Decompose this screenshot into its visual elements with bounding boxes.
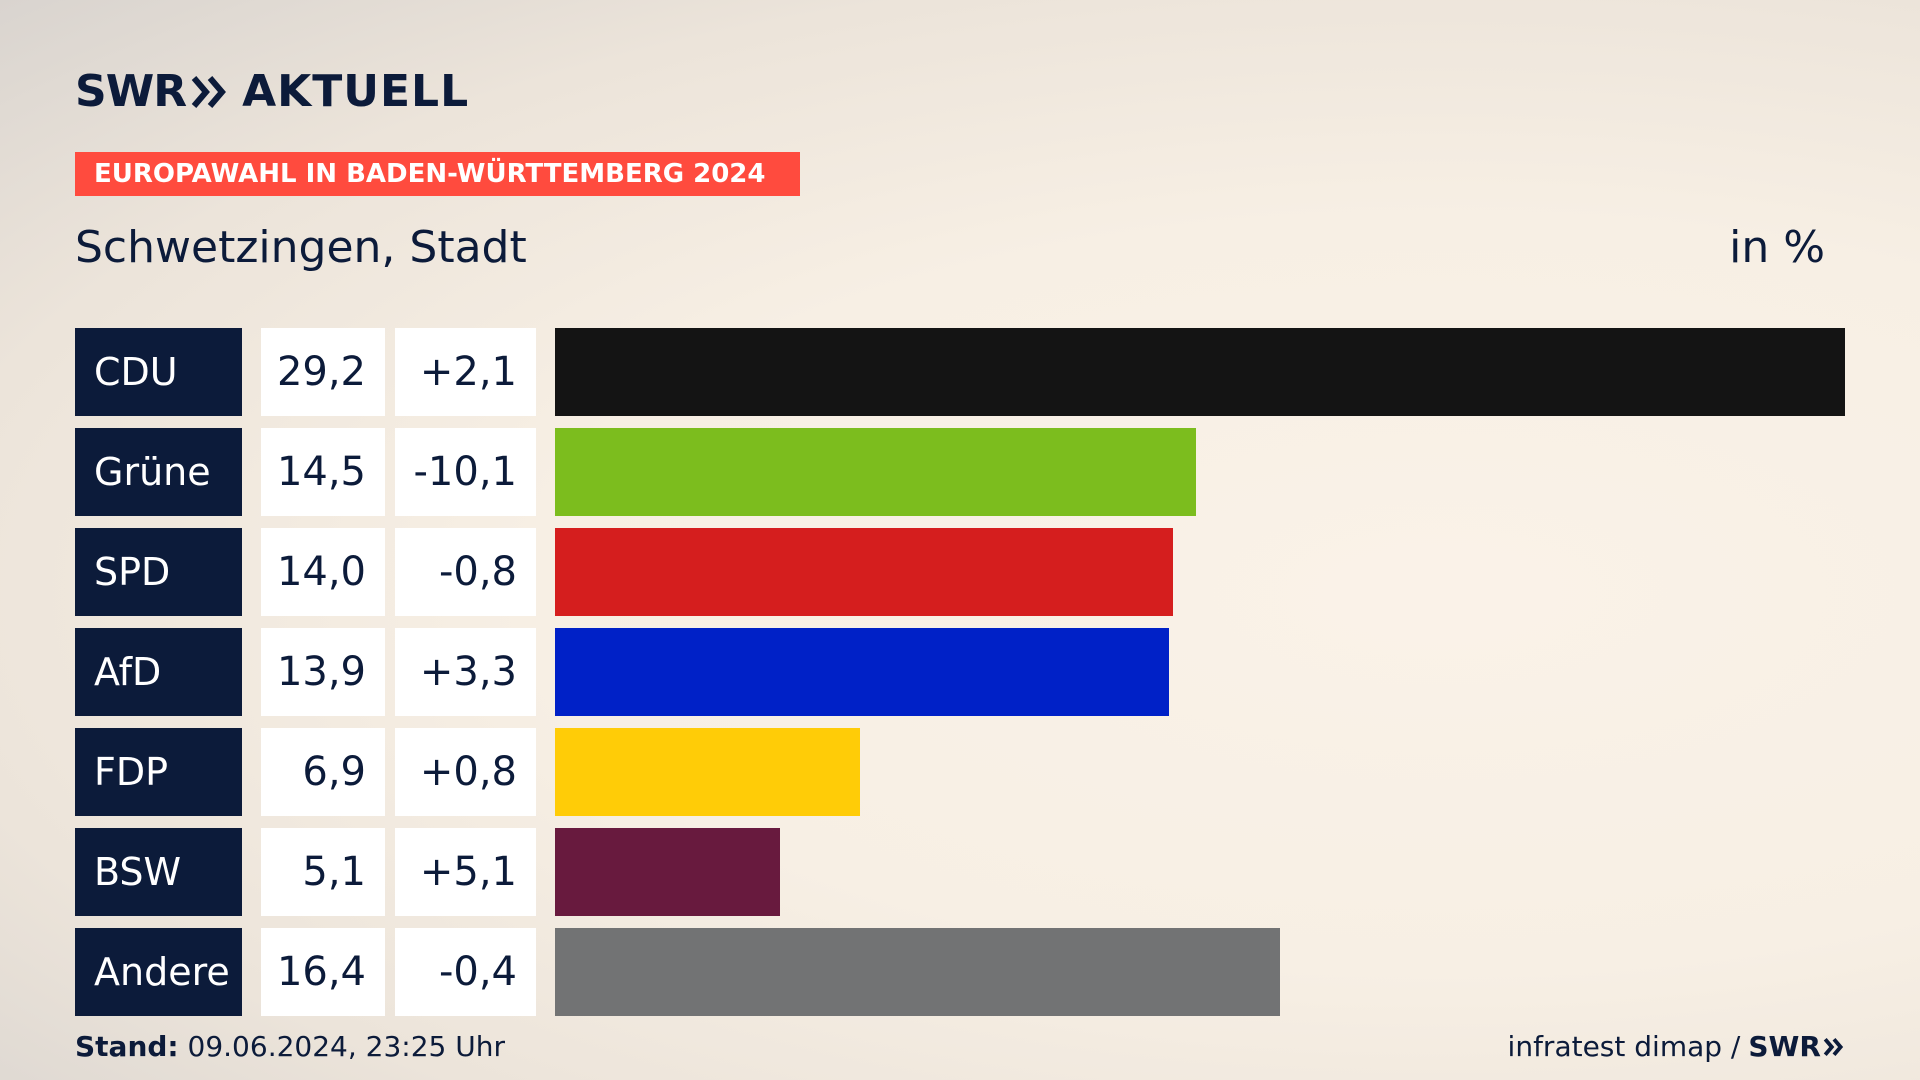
election-banner: EUROPAWAHL IN BADEN-WÜRTTEMBERG 2024: [75, 152, 800, 196]
party-label: FDP: [75, 728, 242, 816]
bar: [555, 928, 1280, 1016]
value-label: 13,9: [261, 628, 385, 716]
change-label: +5,1: [395, 828, 536, 916]
change-label: +3,3: [395, 628, 536, 716]
party-label: BSW: [75, 828, 242, 916]
logo-aktuell-text: AKTUELL: [242, 66, 470, 117]
value-label: 6,9: [261, 728, 385, 816]
swr-aktuell-logo: SWR AKTUELL: [75, 68, 469, 116]
double-chevron-right-icon: [191, 76, 227, 108]
region-title: Schwetzingen, Stadt: [75, 222, 527, 273]
change-label: -10,1: [395, 428, 536, 516]
source-swr-text: SWR: [1748, 1030, 1821, 1063]
bar: [555, 328, 1845, 416]
party-label: Andere: [75, 928, 242, 1016]
timestamp: Stand: 09.06.2024, 23:25 Uhr: [75, 1030, 505, 1064]
timestamp-value: 09.06.2024, 23:25 Uhr: [187, 1030, 505, 1063]
change-label: +0,8: [395, 728, 536, 816]
source-credit: infratest dimap / SWR: [1508, 1030, 1845, 1064]
change-label: -0,4: [395, 928, 536, 1016]
timestamp-label: Stand:: [75, 1030, 179, 1063]
party-label: Grüne: [75, 428, 242, 516]
value-label: 16,4: [261, 928, 385, 1016]
value-label: 29,2: [261, 328, 385, 416]
value-label: 14,0: [261, 528, 385, 616]
bar: [555, 528, 1173, 616]
party-label: CDU: [75, 328, 242, 416]
value-label: 5,1: [261, 828, 385, 916]
bar: [555, 828, 780, 916]
source-text: infratest dimap /: [1507, 1030, 1741, 1063]
bar: [555, 728, 860, 816]
value-label: 14,5: [261, 428, 385, 516]
change-label: +2,1: [395, 328, 536, 416]
bar: [555, 628, 1169, 716]
unit-label: in %: [1729, 222, 1825, 273]
party-label: SPD: [75, 528, 242, 616]
double-chevron-right-icon: [1823, 1038, 1844, 1056]
logo-swr-text: SWR: [75, 66, 187, 117]
party-label: AfD: [75, 628, 242, 716]
change-label: -0,8: [395, 528, 536, 616]
bar: [555, 428, 1196, 516]
